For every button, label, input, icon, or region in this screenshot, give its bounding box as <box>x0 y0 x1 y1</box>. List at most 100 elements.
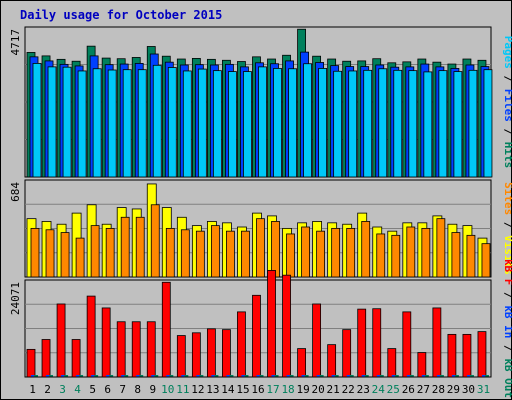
bar-kb-f-day-24 <box>372 308 382 378</box>
day-label-4: 4 <box>74 383 81 396</box>
bar-kb-in-day-27-baseline <box>421 375 426 377</box>
bar-sites-day-12 <box>195 230 205 278</box>
day-label-26: 26 <box>402 383 415 396</box>
bar-sites-day-20 <box>316 230 326 278</box>
day-label-22: 22 <box>342 383 355 396</box>
bar-sites-day-27 <box>421 227 431 278</box>
bar-kb-in-day-29-baseline <box>451 375 456 377</box>
visits-panel: 684 <box>9 179 492 278</box>
bar-sites-day-28 <box>436 218 446 278</box>
bar-kb-f-day-19 <box>297 348 306 378</box>
bar-kb-f-day-10 <box>161 281 171 378</box>
day-label-7: 7 <box>119 383 126 396</box>
bar-kb-in-day-16-baseline <box>256 375 261 377</box>
kbytes-y-axis-label: kB F / kB In / kB Out <box>502 259 512 398</box>
hits-panel: 4717 <box>9 26 493 178</box>
bar-pages-day-4 <box>77 70 87 178</box>
bar-kb-out-day-26-baseline <box>409 375 414 377</box>
bar-kb-in-day-22-baseline <box>346 375 351 377</box>
bar-kb-out-day-23-baseline <box>364 375 369 377</box>
bar-pages-day-25 <box>393 69 403 178</box>
bar-sites-day-14 <box>226 230 235 278</box>
day-label-18: 18 <box>281 383 294 396</box>
bar-kb-in-day-8-baseline <box>136 375 141 377</box>
bar-pages-day-2 <box>47 66 57 178</box>
bar-pages-day-1 <box>32 63 42 178</box>
day-label-13: 13 <box>206 383 219 396</box>
bar-kb-out-day-5-baseline <box>94 375 99 377</box>
bar-sites-day-16 <box>256 218 265 278</box>
bar-kb-out-day-20-baseline <box>319 375 324 377</box>
kbytes-max-tick-label: 24071 <box>9 282 22 315</box>
bar-kb-f-day-4 <box>71 339 81 378</box>
bar-sites-day-11 <box>180 229 190 278</box>
bar-kb-in-day-19-baseline <box>301 375 306 377</box>
day-label-12: 12 <box>191 383 204 396</box>
bar-kb-f-day-23 <box>357 308 367 378</box>
bar-kb-in-day-3-baseline <box>61 375 66 377</box>
bar-kb-in-day-9-baseline <box>151 375 156 377</box>
day-label-14: 14 <box>221 383 235 396</box>
hits-label-hits: Hits <box>502 142 512 169</box>
bar-sites-day-19 <box>301 226 310 278</box>
bar-kb-out-day-1-baseline <box>34 375 38 377</box>
bar-kb-f-day-25 <box>387 348 397 378</box>
bar-pages-day-20 <box>318 68 328 178</box>
bar-pages-day-19 <box>303 63 312 178</box>
bar-kb-out-day-30-baseline <box>469 375 474 377</box>
day-label-6: 6 <box>104 383 111 396</box>
bar-kb-in-day-7-baseline <box>121 375 126 377</box>
bar-kb-f-day-5 <box>86 295 96 378</box>
day-label-17: 17 <box>266 383 279 396</box>
kbytes-label-separator: / <box>502 338 512 358</box>
visits-y-axis-label: Sites / Visits <box>502 182 512 275</box>
bar-kb-in-day-1-baseline <box>31 375 35 377</box>
bar-kb-in-day-15-baseline <box>241 375 246 377</box>
bar-sites-day-15 <box>241 230 250 278</box>
bar-pages-day-17 <box>273 68 282 178</box>
bar-pages-day-7 <box>122 69 132 178</box>
bar-sites-day-17 <box>271 221 280 278</box>
bar-kb-in-day-23-baseline <box>361 375 366 377</box>
bar-kb-out-day-15-baseline <box>244 375 249 377</box>
bar-kb-in-day-28-baseline <box>436 375 441 377</box>
bar-kb-in-day-6-baseline <box>106 375 111 377</box>
bar-pages-day-15 <box>243 71 252 178</box>
bar-kb-in-day-18-baseline <box>286 375 291 377</box>
day-label-8: 8 <box>134 383 141 396</box>
day-label-24: 24 <box>372 383 386 396</box>
bar-kb-out-day-19-baseline <box>304 375 309 377</box>
day-label-9: 9 <box>149 383 156 396</box>
bar-sites-day-21 <box>331 227 341 278</box>
bar-pages-day-27 <box>423 71 433 178</box>
bar-sites-day-18 <box>286 233 295 278</box>
bar-sites-day-24 <box>376 233 386 278</box>
bar-kb-out-day-13-baseline <box>214 375 219 377</box>
bar-sites-day-25 <box>391 234 401 278</box>
bar-sites-day-6 <box>105 227 115 278</box>
hits-label-separator: / <box>502 69 512 89</box>
bar-kb-in-day-17-baseline <box>271 375 276 377</box>
bar-kb-out-day-25-baseline <box>394 375 399 377</box>
day-label-25: 25 <box>387 383 400 396</box>
bar-kb-f-day-15 <box>237 311 246 378</box>
bar-kb-in-day-11-baseline <box>181 375 186 377</box>
kbytes-label-kb-in: kB In <box>502 305 512 338</box>
bar-kb-f-day-14 <box>222 329 231 378</box>
bar-sites-day-2 <box>45 229 55 278</box>
bar-pages-day-24 <box>378 68 388 178</box>
bar-pages-day-30 <box>468 69 478 178</box>
bar-sites-day-10 <box>165 227 175 278</box>
bar-kb-f-day-8 <box>131 321 141 378</box>
bar-kb-f-day-27 <box>417 352 427 378</box>
bar-kb-in-day-30-baseline <box>466 375 471 377</box>
bar-pages-day-5 <box>92 68 102 178</box>
bar-kb-in-day-25-baseline <box>391 375 396 377</box>
bar-sites-day-7 <box>120 216 130 278</box>
kbytes-label-kb-f: kB F <box>502 259 512 286</box>
bar-kb-out-day-3-baseline <box>64 375 69 377</box>
bar-kb-out-day-21-baseline <box>334 375 339 377</box>
bar-kb-in-day-21-baseline <box>331 375 336 377</box>
bar-pages-day-11 <box>182 70 192 178</box>
day-label-27: 27 <box>417 383 430 396</box>
